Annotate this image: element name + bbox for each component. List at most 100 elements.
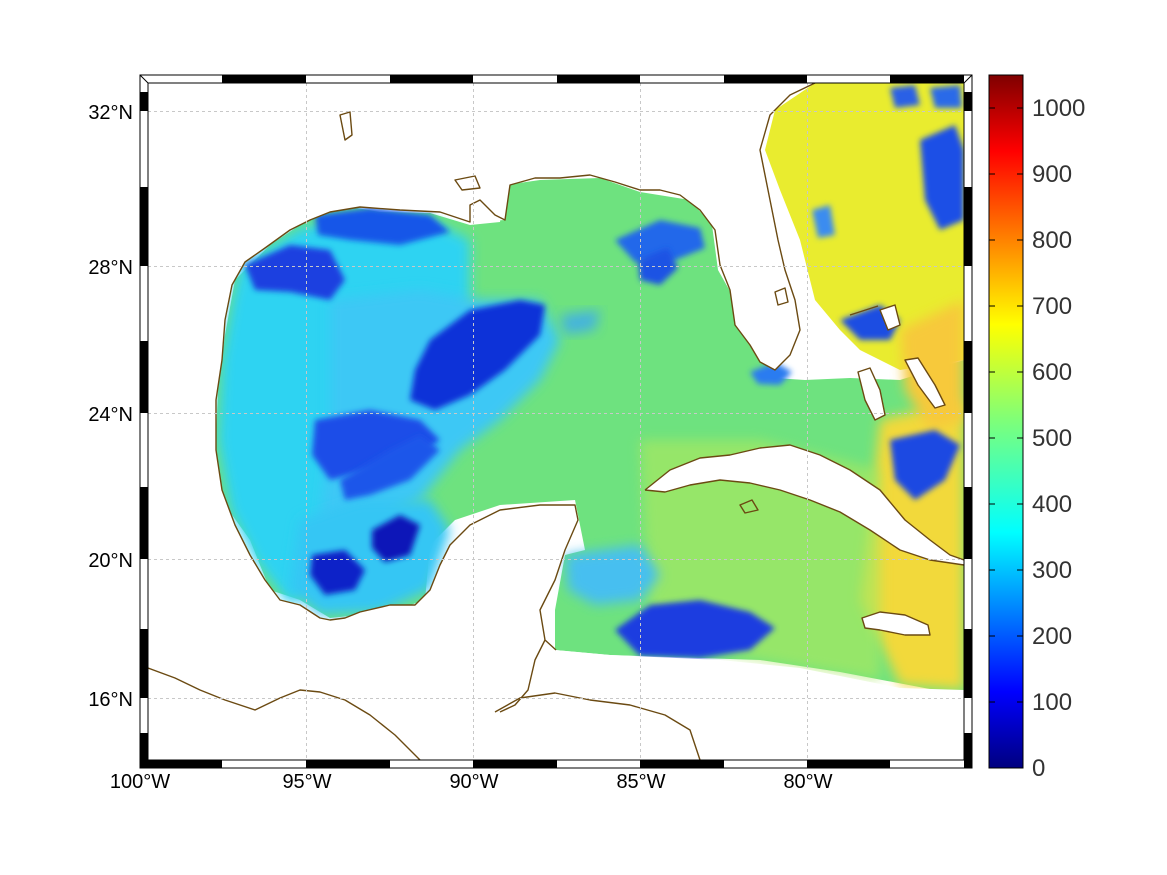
frame-corner — [139, 74, 149, 84]
frame-segment — [140, 629, 148, 698]
frame-segment — [140, 75, 222, 83]
frame-segment — [964, 413, 972, 487]
frame-segment — [964, 559, 972, 629]
land-abaco — [880, 305, 900, 330]
lon-tick-label: 100°W — [110, 771, 170, 793]
fl-straits-blue — [750, 362, 792, 385]
coast-central-america — [148, 667, 421, 760]
frame-segment — [140, 341, 148, 413]
cuba-east-blue — [890, 430, 960, 500]
frame-segment — [964, 487, 972, 559]
frame-segment — [140, 75, 148, 92]
lon-tick-labels: 100°W 95°W 90°W 85°W 80°W — [110, 771, 833, 793]
frame-segment — [964, 266, 972, 341]
bay-campeche-blue — [310, 550, 365, 595]
frame-segment — [964, 92, 972, 111]
frame-segment — [222, 75, 306, 83]
coast-lake-okeechobee — [774, 287, 789, 306]
colorbar-tick-label: 400 — [1032, 491, 1072, 518]
frame-segment — [724, 75, 807, 83]
map-frame — [139, 74, 973, 769]
coast-lake-pontchartrain — [454, 175, 481, 191]
frame-segment — [140, 413, 148, 487]
colorbar-ticks: 0 100 200 300 400 500 600 700 800 900 1000 — [989, 95, 1085, 782]
frame-segment — [807, 760, 890, 768]
frame-segment — [473, 75, 557, 83]
coast-abaco — [849, 304, 901, 331]
frame-segment — [390, 760, 473, 768]
coast-isle-youth — [739, 499, 759, 514]
central-blue-3 — [340, 435, 440, 500]
east-gulf-blue — [615, 220, 705, 262]
data-field — [215, 83, 964, 690]
colorbar-tick-label: 0 — [1032, 755, 1045, 782]
frame-segment — [890, 760, 972, 768]
atlantic-blue-2 — [890, 85, 920, 108]
frame-outline — [139, 74, 973, 769]
colorbar-tick-label: 800 — [1032, 227, 1072, 254]
frame-segment — [140, 559, 148, 629]
frame-segment — [557, 760, 640, 768]
lat-tick-label: 16°N — [88, 689, 133, 711]
lat-tick-label: 28°N — [88, 257, 133, 279]
frame-corner — [963, 759, 973, 769]
coast-us-gulf — [215, 83, 816, 651]
frame-segment — [964, 341, 972, 413]
west-gulf-light — [560, 310, 600, 335]
frame-segment — [306, 75, 390, 83]
frame-segment — [640, 75, 724, 83]
frame-segment — [890, 75, 972, 83]
frame-segment — [964, 187, 972, 266]
frame-segment — [140, 487, 148, 559]
frame-segment — [140, 92, 148, 111]
frame-segment — [724, 760, 807, 768]
frame-segment — [140, 733, 148, 768]
frame-corner — [963, 74, 973, 84]
colorbar: 0 100 200 300 400 500 600 700 800 900 1000 — [988, 74, 1085, 782]
frame-segment — [473, 760, 557, 768]
frame-segment — [140, 187, 148, 266]
frame-segment — [390, 75, 473, 83]
atlantic-blue-3 — [930, 85, 962, 108]
frame-segment — [964, 733, 972, 768]
lon-tick-label: 80°W — [783, 771, 832, 793]
coast-andros — [857, 367, 886, 421]
frame-outline — [147, 82, 965, 761]
frame-segment — [140, 266, 148, 341]
colorbar-tick-label: 200 — [1032, 623, 1072, 650]
central-blue-streak — [410, 300, 545, 410]
texas-blue — [245, 245, 345, 300]
lat-tick-label: 20°N — [88, 550, 133, 572]
nw-blue-band — [315, 208, 450, 245]
bay-campeche-blue-2 — [372, 515, 420, 562]
caribbean-blue — [615, 600, 775, 658]
coast-lake-texas — [339, 111, 353, 141]
frame-segment — [964, 698, 972, 733]
land-north-america — [148, 83, 815, 650]
frame-segment — [140, 111, 148, 187]
lat-tick-labels: 32°N 28°N 24°N 20°N 16°N — [88, 102, 133, 711]
lon-tick-label: 95°W — [282, 771, 331, 793]
land-mask — [148, 83, 964, 760]
frame-segment — [640, 760, 724, 768]
colorbar-tick-label: 700 — [1032, 293, 1072, 320]
atlantic-blue-1 — [920, 125, 964, 230]
frame-segment — [140, 760, 222, 768]
coast-cuba — [644, 444, 964, 566]
coast-eleuthera — [904, 357, 946, 409]
colorbar-tick-label: 600 — [1032, 359, 1072, 386]
frame-segment — [964, 629, 972, 698]
coast-honduras — [494, 692, 701, 760]
land-eleuthera — [905, 358, 945, 408]
colorbar-tick-label: 900 — [1032, 161, 1072, 188]
colorbar-tick-label: 100 — [1032, 689, 1072, 716]
atlantic-field — [765, 83, 964, 370]
colorbar-tick-label: 300 — [1032, 557, 1072, 584]
coastlines — [148, 83, 964, 760]
lat-tick-label: 24°N — [88, 404, 133, 426]
frame-segment — [964, 75, 972, 92]
central-blue-2 — [312, 410, 440, 480]
frame-segment — [964, 111, 972, 187]
land-central-america — [148, 650, 964, 760]
